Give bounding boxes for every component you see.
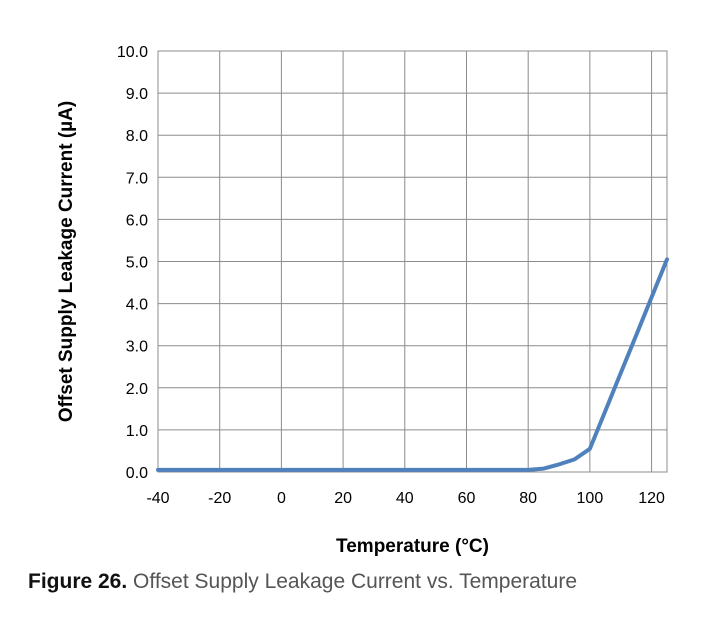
chart: 0.0 1.0 2.0 3.0 4.0 5.0 6.0 7.0 8.0 9.0 10.0 -40 -2… bbox=[56, 44, 669, 557]
series-line bbox=[156, 257, 669, 472]
figure-caption: Figure 26. Offset Supply Leakage Current… bbox=[28, 570, 577, 594]
y-tick-label: 10.0 bbox=[117, 44, 148, 61]
x-tick-label: 100 bbox=[577, 490, 604, 507]
grid-lines bbox=[157, 50, 667, 473]
x-axis-label: Temperature (°C) bbox=[336, 536, 489, 557]
y-tick-label: 5.0 bbox=[126, 255, 148, 272]
y-tick-label: 0.0 bbox=[126, 465, 148, 482]
x-tick-label: 120 bbox=[638, 490, 665, 507]
y-tick-label: 8.0 bbox=[126, 128, 148, 145]
figure-title: Offset Supply Leakage Current vs. Temper… bbox=[133, 570, 578, 593]
x-tick-label: 80 bbox=[519, 490, 537, 507]
y-tick-label: 4.0 bbox=[126, 297, 148, 314]
x-tick-label: -20 bbox=[208, 490, 231, 507]
y-axis-label: Offset Supply Leakage Current (µA) bbox=[56, 101, 77, 422]
y-tick-label: 7.0 bbox=[126, 170, 148, 187]
x-tick-labels: -40 -20 0 20 40 60 80 100 120 bbox=[146, 490, 665, 507]
x-tick-label: 0 bbox=[277, 490, 286, 507]
y-tick-label: 1.0 bbox=[126, 423, 148, 440]
y-tick-label: 2.0 bbox=[126, 381, 148, 398]
y-tick-label: 6.0 bbox=[126, 212, 148, 229]
series-group bbox=[156, 257, 669, 472]
x-tick-label: 20 bbox=[334, 490, 352, 507]
figure-number: Figure 26. bbox=[28, 570, 128, 593]
y-tick-label: 3.0 bbox=[126, 339, 148, 356]
x-tick-label: 40 bbox=[396, 490, 414, 507]
y-tick-labels: 0.0 1.0 2.0 3.0 4.0 5.0 6.0 7.0 8.0 9.0 10.0 bbox=[117, 44, 148, 482]
x-tick-label: -40 bbox=[146, 490, 169, 507]
x-tick-label: 60 bbox=[458, 490, 476, 507]
y-tick-label: 9.0 bbox=[126, 86, 148, 103]
